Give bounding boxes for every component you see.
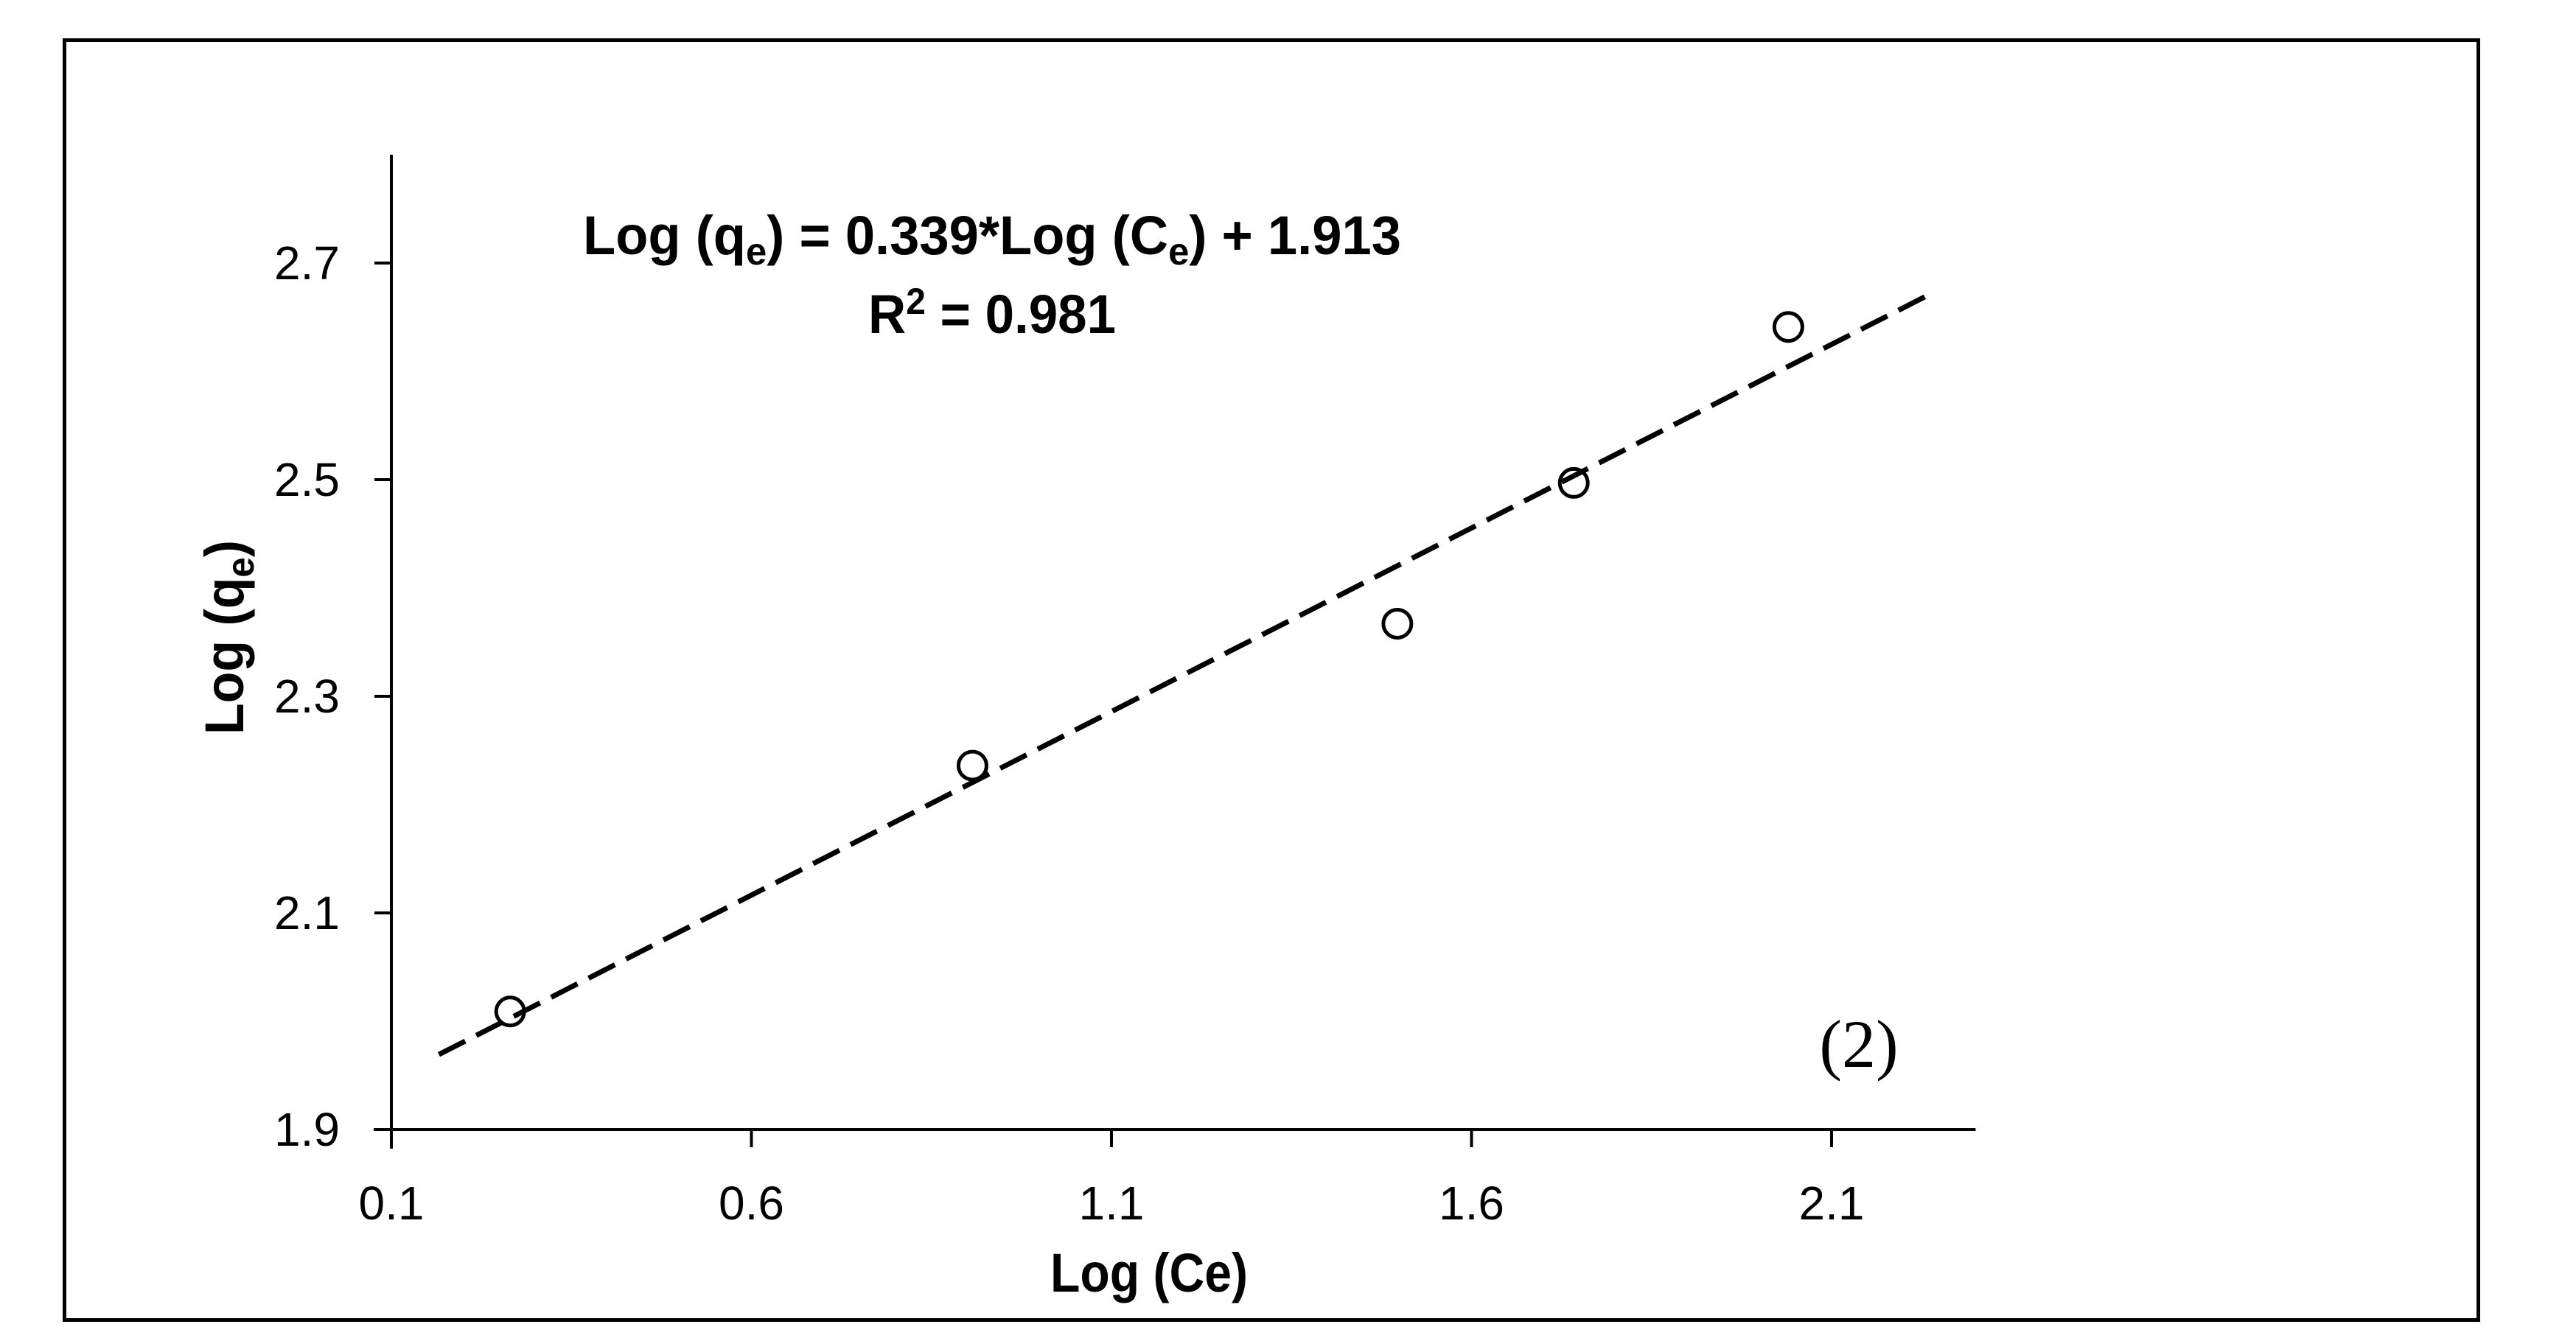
panel-label: (2) [1819, 1006, 1898, 1082]
data-point-circle-marker [494, 995, 526, 1028]
r-squared-label: R2 = 0.981 [868, 281, 1116, 345]
regression-equation: Log (qe) = 0.339*Log (Ce) + 1.913 [583, 205, 1401, 273]
x-tick-label: 0.6 [719, 1177, 784, 1230]
x-tick-label: 2.1 [1799, 1177, 1865, 1230]
x-tick-label: 1.1 [1079, 1177, 1145, 1230]
data-point-circle-marker [1381, 608, 1414, 640]
y-tick-label: 2.5 [274, 453, 340, 506]
x-tick-label: 0.1 [359, 1177, 425, 1230]
x-axis-title: Log (Ce) [1050, 1242, 1248, 1303]
y-tick-label: 2.3 [274, 670, 340, 723]
figure-frame [63, 38, 2480, 1322]
y-tick-label: 2.7 [274, 237, 340, 290]
y-axis-title: Log (qe) [194, 540, 262, 735]
y-tick-label: 2.1 [274, 886, 340, 939]
y-tick-label: 1.9 [274, 1103, 340, 1156]
axes: 1.9 2.1 2.3 2.5 2.7 0.1 0.6 1.1 1.6 2.1 [274, 155, 1976, 1230]
data-point-circle-marker [956, 749, 988, 782]
dashed-trendline [437, 290, 1935, 1057]
x-tick-label: 1.6 [1439, 1177, 1504, 1230]
data-point-circle-marker [1557, 466, 1590, 499]
data-point-circle-marker [1772, 311, 1804, 343]
trendline [437, 290, 1935, 1057]
data-points [494, 311, 1804, 1028]
